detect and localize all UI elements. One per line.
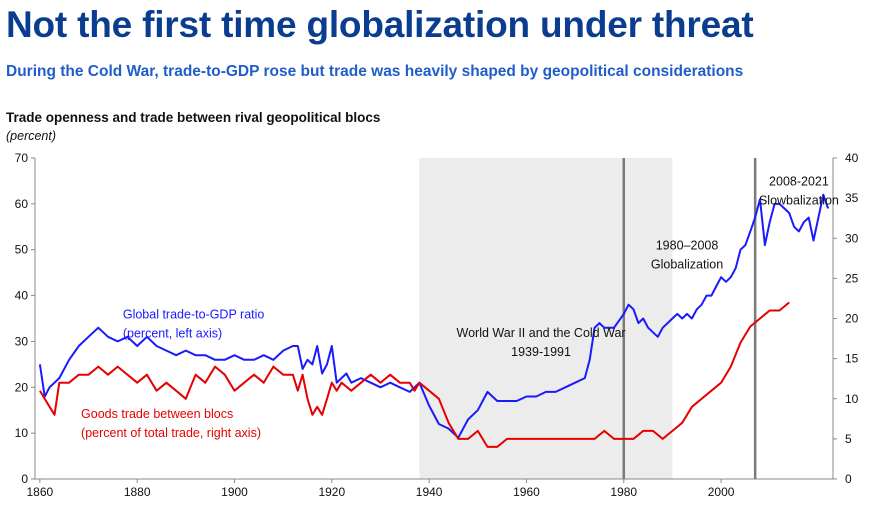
x-tick-label: 1880 bbox=[124, 485, 151, 499]
series-sublabel-bloc-trade: (percent of total trade, right axis) bbox=[81, 426, 261, 440]
page-title: Not the first time globalization under t… bbox=[6, 4, 754, 45]
annotation-globalization-years: 1980–2008 bbox=[656, 239, 719, 253]
annotation-ww2-years: 1939-1991 bbox=[511, 345, 571, 359]
x-tick-label: 1920 bbox=[318, 485, 345, 499]
left-tick-label: 0 bbox=[21, 472, 28, 486]
right-tick-label: 25 bbox=[845, 271, 859, 285]
left-tick-label: 50 bbox=[15, 243, 29, 257]
series-line-bloc-trade bbox=[39, 301, 790, 448]
annotation-globalization-title: Globalization bbox=[651, 258, 723, 272]
x-tick-label: 1960 bbox=[513, 485, 540, 499]
left-tick-label: 20 bbox=[15, 380, 29, 394]
right-tick-label: 20 bbox=[845, 312, 859, 326]
x-tick-label: 1900 bbox=[221, 485, 248, 499]
chart-title: Trade openness and trade between rival g… bbox=[6, 110, 381, 125]
right-tick-label: 30 bbox=[845, 231, 859, 245]
right-tick-label: 40 bbox=[845, 151, 859, 165]
right-tick-label: 5 bbox=[845, 432, 852, 446]
series-label-trade-to-gdp: Global trade-to-GDP ratio bbox=[123, 308, 265, 322]
left-tick-label: 10 bbox=[15, 426, 29, 440]
annotation-ww2-title: World War II and the Cold War bbox=[457, 326, 626, 340]
right-tick-label: 10 bbox=[845, 392, 859, 406]
left-tick-label: 40 bbox=[15, 289, 29, 303]
unit-label: (percent) bbox=[6, 129, 57, 143]
left-tick-label: 30 bbox=[15, 334, 29, 348]
series-sublabel-trade-to-gdp: (percent, left axis) bbox=[123, 327, 222, 341]
x-tick-label: 1980 bbox=[610, 485, 637, 499]
x-tick-label: 1940 bbox=[416, 485, 443, 499]
left-tick-label: 70 bbox=[15, 151, 29, 165]
series-line-trade-to-gdp bbox=[38, 193, 830, 439]
x-tick-label: 2000 bbox=[708, 485, 735, 499]
x-tick-label: 1860 bbox=[27, 485, 54, 499]
right-tick-label: 35 bbox=[845, 191, 859, 205]
right-tick-label: 15 bbox=[845, 352, 859, 366]
annotation-slowbalization-title: Slowbalization bbox=[759, 194, 839, 208]
right-tick-label: 0 bbox=[845, 472, 852, 486]
shaded-period bbox=[419, 158, 673, 479]
left-tick-label: 60 bbox=[15, 197, 29, 211]
annotation-slowbalization-years: 2008-2021 bbox=[769, 175, 829, 189]
page-subtitle: During the Cold War, trade-to-GDP rose b… bbox=[6, 63, 744, 80]
series-label-bloc-trade: Goods trade between blocs bbox=[81, 407, 233, 421]
